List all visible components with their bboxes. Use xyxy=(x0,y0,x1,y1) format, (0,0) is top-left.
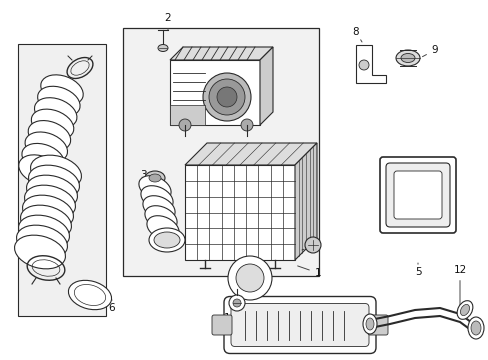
Circle shape xyxy=(358,60,368,70)
FancyBboxPatch shape xyxy=(212,315,231,335)
Ellipse shape xyxy=(470,321,480,335)
Ellipse shape xyxy=(19,215,69,249)
Bar xyxy=(184,165,294,260)
FancyBboxPatch shape xyxy=(230,303,368,346)
Circle shape xyxy=(208,79,244,115)
Ellipse shape xyxy=(19,155,61,185)
Text: 3: 3 xyxy=(140,170,157,180)
Text: 10: 10 xyxy=(278,332,291,345)
Text: 4: 4 xyxy=(302,242,313,252)
Ellipse shape xyxy=(31,109,74,139)
Polygon shape xyxy=(170,60,260,125)
Ellipse shape xyxy=(149,228,184,252)
Circle shape xyxy=(203,73,250,121)
Ellipse shape xyxy=(456,301,472,319)
Ellipse shape xyxy=(365,318,373,330)
Ellipse shape xyxy=(154,232,180,248)
Ellipse shape xyxy=(144,206,177,230)
Ellipse shape xyxy=(30,155,81,189)
Text: 11: 11 xyxy=(223,313,236,323)
FancyBboxPatch shape xyxy=(393,171,441,219)
Bar xyxy=(18,44,106,316)
Ellipse shape xyxy=(139,176,171,200)
Polygon shape xyxy=(355,45,385,83)
Polygon shape xyxy=(170,47,272,60)
FancyBboxPatch shape xyxy=(224,297,375,354)
Ellipse shape xyxy=(141,186,173,210)
Ellipse shape xyxy=(28,121,70,151)
Circle shape xyxy=(227,256,271,300)
Text: 8: 8 xyxy=(352,27,361,42)
Circle shape xyxy=(217,87,237,107)
Circle shape xyxy=(179,119,191,131)
FancyBboxPatch shape xyxy=(385,163,449,227)
Ellipse shape xyxy=(74,284,105,306)
Ellipse shape xyxy=(400,54,414,63)
Circle shape xyxy=(241,119,252,131)
Ellipse shape xyxy=(17,225,67,259)
Text: 1: 1 xyxy=(297,266,321,278)
Bar xyxy=(123,28,318,276)
Text: 9: 9 xyxy=(422,45,437,57)
Ellipse shape xyxy=(35,98,77,128)
Text: 5: 5 xyxy=(414,263,421,277)
Ellipse shape xyxy=(41,75,83,105)
Bar xyxy=(170,105,204,125)
Text: 6: 6 xyxy=(108,300,115,313)
Polygon shape xyxy=(294,143,316,260)
Ellipse shape xyxy=(15,235,65,269)
Text: 7: 7 xyxy=(151,225,163,235)
FancyBboxPatch shape xyxy=(379,157,455,233)
Ellipse shape xyxy=(22,195,73,229)
Ellipse shape xyxy=(467,317,483,339)
Ellipse shape xyxy=(362,314,376,334)
Ellipse shape xyxy=(28,165,79,199)
Ellipse shape xyxy=(20,205,71,239)
Ellipse shape xyxy=(142,196,175,220)
Circle shape xyxy=(228,295,244,311)
Ellipse shape xyxy=(38,86,80,117)
Text: 2: 2 xyxy=(164,13,171,30)
Ellipse shape xyxy=(460,305,468,316)
Ellipse shape xyxy=(395,50,419,66)
Ellipse shape xyxy=(149,174,161,182)
Ellipse shape xyxy=(24,185,75,219)
Ellipse shape xyxy=(22,143,64,174)
Ellipse shape xyxy=(146,216,179,240)
Circle shape xyxy=(232,299,241,307)
Polygon shape xyxy=(184,143,316,165)
Ellipse shape xyxy=(145,171,164,185)
FancyBboxPatch shape xyxy=(367,315,387,335)
Text: 12: 12 xyxy=(452,265,466,305)
Ellipse shape xyxy=(68,280,111,310)
Ellipse shape xyxy=(25,132,67,162)
Ellipse shape xyxy=(158,45,168,51)
Polygon shape xyxy=(260,47,272,125)
Circle shape xyxy=(305,237,320,253)
Circle shape xyxy=(236,264,264,292)
Ellipse shape xyxy=(26,175,77,209)
